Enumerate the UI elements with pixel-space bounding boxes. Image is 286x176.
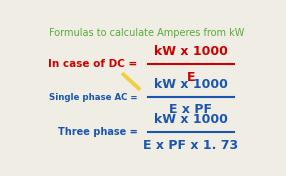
Text: E x PF x 1. 73: E x PF x 1. 73 — [143, 139, 239, 152]
Text: E x PF: E x PF — [169, 103, 212, 116]
Text: kW x 1000: kW x 1000 — [154, 113, 228, 126]
Text: E: E — [187, 71, 195, 84]
Text: In case of DC =: In case of DC = — [48, 59, 138, 70]
Text: Single phase AC =: Single phase AC = — [49, 93, 138, 102]
Text: kW x 1000: kW x 1000 — [154, 45, 228, 58]
Text: Three phase =: Three phase = — [58, 127, 138, 137]
Text: kW x 1000: kW x 1000 — [154, 78, 228, 91]
Text: Formulas to calculate Amperes from kW: Formulas to calculate Amperes from kW — [49, 28, 244, 38]
